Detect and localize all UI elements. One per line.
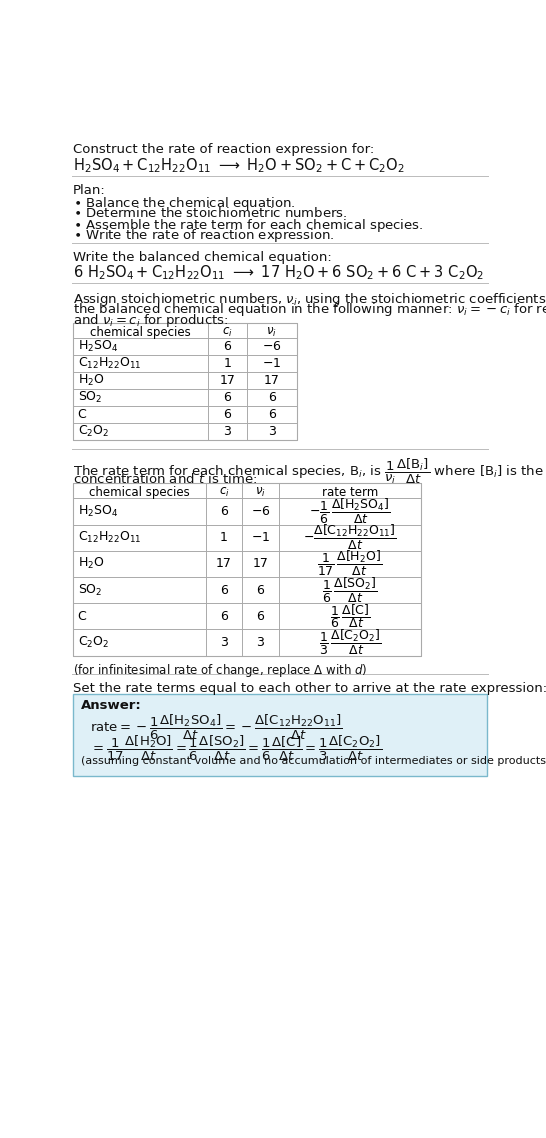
Text: 3: 3 (220, 636, 228, 649)
Text: $-1$: $-1$ (262, 357, 281, 370)
Text: $\mathrm{H_2O}$: $\mathrm{H_2O}$ (78, 373, 104, 388)
Text: 1: 1 (223, 357, 231, 370)
Bar (73, 483, 421, 655)
Text: Construct the rate of reaction expression for:: Construct the rate of reaction expressio… (73, 142, 374, 156)
Bar (73, 323, 297, 440)
Text: 6: 6 (223, 391, 231, 404)
Text: 3: 3 (257, 636, 264, 649)
Text: Plan:: Plan: (73, 183, 105, 197)
Text: The rate term for each chemical species, B$_i$, is $\dfrac{1}{\nu_i}\dfrac{\Delt: The rate term for each chemical species,… (73, 456, 546, 486)
Text: 17: 17 (252, 558, 269, 570)
Text: $\mathrm{C_2O_2}$: $\mathrm{C_2O_2}$ (78, 424, 109, 439)
Text: $\bullet$ Assemble the rate term for each chemical species.: $\bullet$ Assemble the rate term for eac… (73, 216, 423, 233)
Text: Write the balanced chemical equation:: Write the balanced chemical equation: (73, 250, 331, 264)
Text: $-6$: $-6$ (251, 505, 270, 518)
Text: $\nu_i$: $\nu_i$ (266, 325, 277, 339)
Text: 3: 3 (223, 424, 231, 438)
Text: 6: 6 (220, 610, 228, 622)
Text: $\bullet$ Write the rate of reaction expression.: $\bullet$ Write the rate of reaction exp… (73, 228, 335, 245)
Text: $\mathrm{C_{12}H_{22}O_{11}}$: $\mathrm{C_{12}H_{22}O_{11}}$ (78, 530, 141, 545)
Text: $c_i$: $c_i$ (222, 325, 233, 339)
Text: $-6$: $-6$ (262, 340, 282, 353)
Text: $\dfrac{1}{6}\,\dfrac{\Delta[\mathrm{SO_2}]}{\Delta t}$: $\dfrac{1}{6}\,\dfrac{\Delta[\mathrm{SO_… (322, 576, 378, 604)
Text: $\mathrm{H_2SO_4 + C_{12}H_{22}O_{11}\ \longrightarrow\ H_2O + SO_2 + C + C_2O_2: $\mathrm{H_2SO_4 + C_{12}H_{22}O_{11}\ \… (73, 156, 405, 174)
Text: 6: 6 (220, 505, 228, 518)
Text: $\mathrm{C_{12}H_{22}O_{11}}$: $\mathrm{C_{12}H_{22}O_{11}}$ (78, 356, 141, 371)
Text: $\mathrm{SO_2}$: $\mathrm{SO_2}$ (78, 390, 102, 405)
Text: $\mathrm{C_2O_2}$: $\mathrm{C_2O_2}$ (78, 635, 109, 650)
Text: $\dfrac{1}{17}\,\dfrac{\Delta[\mathrm{H_2O}]}{\Delta t}$: $\dfrac{1}{17}\,\dfrac{\Delta[\mathrm{H_… (317, 550, 383, 578)
Text: 6: 6 (268, 409, 276, 421)
Text: rate term: rate term (322, 486, 378, 500)
Text: $\bullet$ Balance the chemical equation.: $\bullet$ Balance the chemical equation. (73, 195, 295, 212)
Text: $\mathrm{6\ H_2SO_4 + C_{12}H_{22}O_{11}\ \longrightarrow\ 17\ H_2O + 6\ SO_2 + : $\mathrm{6\ H_2SO_4 + C_{12}H_{22}O_{11}… (73, 263, 484, 281)
Text: 1: 1 (220, 531, 228, 544)
Text: $-1$: $-1$ (251, 531, 270, 544)
Text: chemical species: chemical species (90, 325, 191, 339)
Text: (for infinitesimal rate of change, replace $\Delta$ with $d$): (for infinitesimal rate of change, repla… (73, 661, 367, 678)
Text: chemical species: chemical species (89, 486, 190, 500)
Text: $\dfrac{1}{3}\,\dfrac{\Delta[\mathrm{C_2O_2}]}{\Delta t}$: $\dfrac{1}{3}\,\dfrac{\Delta[\mathrm{C_2… (319, 628, 381, 657)
Text: $c_i$: $c_i$ (218, 486, 229, 500)
Text: $\nu_i$: $\nu_i$ (255, 486, 266, 500)
Text: 17: 17 (264, 374, 280, 387)
Text: $\mathrm{SO_2}$: $\mathrm{SO_2}$ (78, 583, 102, 597)
Text: (assuming constant volume and no accumulation of intermediates or side products): (assuming constant volume and no accumul… (81, 756, 546, 766)
Text: and $\nu_i = c_i$ for products:: and $\nu_i = c_i$ for products: (73, 312, 229, 329)
Text: $\mathrm{H_2SO_4}$: $\mathrm{H_2SO_4}$ (78, 339, 118, 354)
Text: $\bullet$ Determine the stoichiometric numbers.: $\bullet$ Determine the stoichiometric n… (73, 206, 347, 220)
Text: 6: 6 (257, 584, 264, 596)
Text: Set the rate terms equal to each other to arrive at the rate expression:: Set the rate terms equal to each other t… (73, 682, 546, 694)
Text: $\mathrm{H_2SO_4}$: $\mathrm{H_2SO_4}$ (78, 504, 118, 519)
Text: $-\dfrac{1}{6}\,\dfrac{\Delta[\mathrm{H_2SO_4}]}{\Delta t}$: $-\dfrac{1}{6}\,\dfrac{\Delta[\mathrm{H_… (309, 497, 391, 526)
Text: $-\dfrac{\Delta[\mathrm{C_{12}H_{22}O_{11}}]}{\Delta t}$: $-\dfrac{\Delta[\mathrm{C_{12}H_{22}O_{1… (303, 523, 397, 552)
Text: 6: 6 (223, 409, 231, 421)
Text: $\dfrac{1}{6}\,\dfrac{\Delta[\mathrm{C}]}{\Delta t}$: $\dfrac{1}{6}\,\dfrac{\Delta[\mathrm{C}]… (330, 602, 370, 630)
Text: $= \dfrac{1}{17}\dfrac{\Delta[\mathrm{H_2O}]}{\Delta t} = \dfrac{1}{6}\dfrac{\De: $= \dfrac{1}{17}\dfrac{\Delta[\mathrm{H_… (90, 734, 382, 764)
Text: 17: 17 (219, 374, 235, 387)
Text: 6: 6 (223, 340, 231, 353)
Text: C: C (78, 610, 86, 622)
Text: 17: 17 (216, 558, 232, 570)
Text: $\mathrm{H_2O}$: $\mathrm{H_2O}$ (78, 556, 104, 571)
Text: 3: 3 (268, 424, 276, 438)
Text: the balanced chemical equation in the following manner: $\nu_i = -c_i$ for react: the balanced chemical equation in the fo… (73, 302, 546, 319)
Text: $\mathrm{rate} = -\dfrac{1}{6}\dfrac{\Delta[\mathrm{H_2SO_4}]}{\Delta t} = -\dfr: $\mathrm{rate} = -\dfrac{1}{6}\dfrac{\De… (90, 712, 342, 742)
Text: C: C (78, 409, 86, 421)
Text: 6: 6 (268, 391, 276, 404)
Text: Answer:: Answer: (81, 699, 141, 711)
Text: concentration and $t$ is time:: concentration and $t$ is time: (73, 472, 257, 486)
Text: 6: 6 (257, 610, 264, 622)
Text: 6: 6 (220, 584, 228, 596)
Bar (73, 694, 486, 776)
Text: Assign stoichiometric numbers, $\nu_i$, using the stoichiometric coefficients, $: Assign stoichiometric numbers, $\nu_i$, … (73, 290, 546, 307)
